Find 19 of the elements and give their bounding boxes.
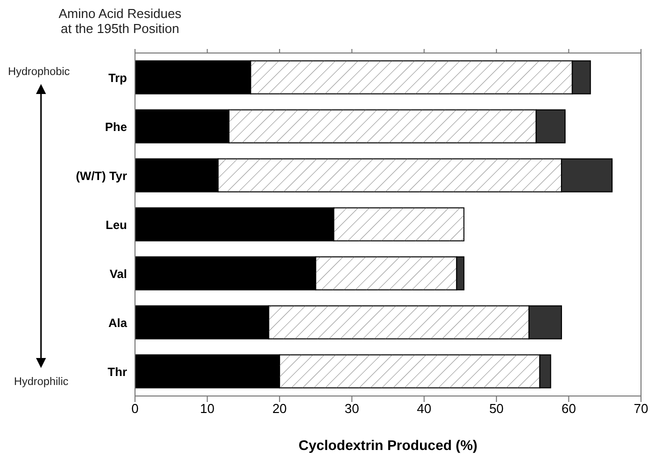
x-tick-label: 0	[131, 401, 139, 416]
y-axis-title: Amino Acid Residues at the 195th Position	[58, 6, 182, 36]
x-tick-label: 30	[344, 401, 360, 416]
y-tick-label: Thr	[108, 364, 128, 379]
y-tick-label: Leu	[106, 218, 127, 232]
y-tick-label: (W/T) Tyr	[76, 168, 128, 183]
x-axis-title: Cyclodextrin Produced (%)	[298, 437, 478, 453]
text: Hydrophilic	[14, 376, 68, 388]
y-tick-label: Phe	[104, 120, 128, 134]
x-tick-label: 70	[634, 401, 648, 416]
y-tick-label: Val	[110, 266, 127, 281]
x-tick-label: 20	[272, 401, 287, 416]
y-tick-label: Ala	[108, 316, 128, 330]
x-tick-label: 40	[416, 401, 432, 416]
x-tick-label: 10	[200, 401, 215, 416]
x-tick-label: 60	[561, 401, 576, 416]
y-tick-label: Trp	[108, 70, 127, 85]
text: Hydrophobic	[8, 66, 70, 78]
x-tick-label: 50	[489, 401, 504, 416]
